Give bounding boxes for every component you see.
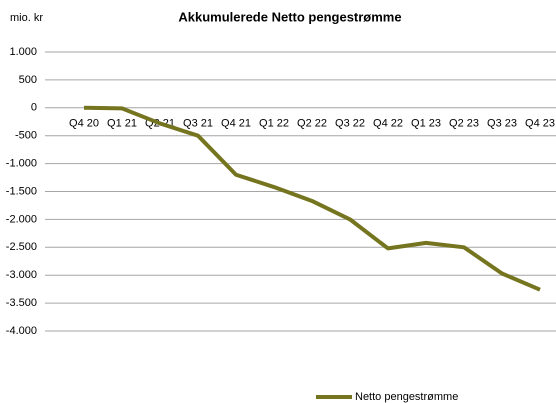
x-tick-label: Q2 23 (449, 118, 479, 130)
y-tick-label: -2.000 (6, 213, 37, 225)
x-tick-label: Q4 22 (373, 118, 403, 130)
y-tick-label: 0 (31, 102, 37, 114)
chart-title: Akkumulerede Netto pengestrømme (178, 9, 401, 24)
y-unit-label: mio. kr (10, 12, 43, 24)
x-tick-label: Q2 22 (297, 118, 327, 130)
x-tick-label: Q3 22 (335, 118, 365, 130)
y-tick-label: -3.000 (6, 269, 37, 281)
y-tick-label: -2.500 (6, 241, 37, 253)
x-tick-label: Q4 21 (221, 118, 251, 130)
x-tick-label: Q4 20 (69, 118, 99, 130)
y-tick-label: -1.000 (6, 158, 37, 170)
x-tick-label: Q1 22 (259, 118, 289, 130)
x-tick-label: Q3 23 (487, 118, 517, 130)
x-tick-label: Q4 23 (525, 118, 555, 130)
y-tick-label: -500 (15, 130, 37, 142)
y-tick-label: 500 (19, 74, 37, 86)
y-tick-label: -1.500 (6, 185, 37, 197)
x-tick-label: Q3 21 (183, 118, 213, 130)
y-tick-label: -3.500 (6, 297, 37, 309)
data-line (83, 105, 541, 292)
y-tick-label: -4.000 (6, 325, 37, 337)
y-tick-label: 1.000 (9, 46, 37, 58)
legend-label: Netto pengestrømme (355, 391, 458, 403)
x-tick-label: Q1 23 (411, 118, 441, 130)
x-tick-label: Q1 21 (107, 118, 137, 130)
